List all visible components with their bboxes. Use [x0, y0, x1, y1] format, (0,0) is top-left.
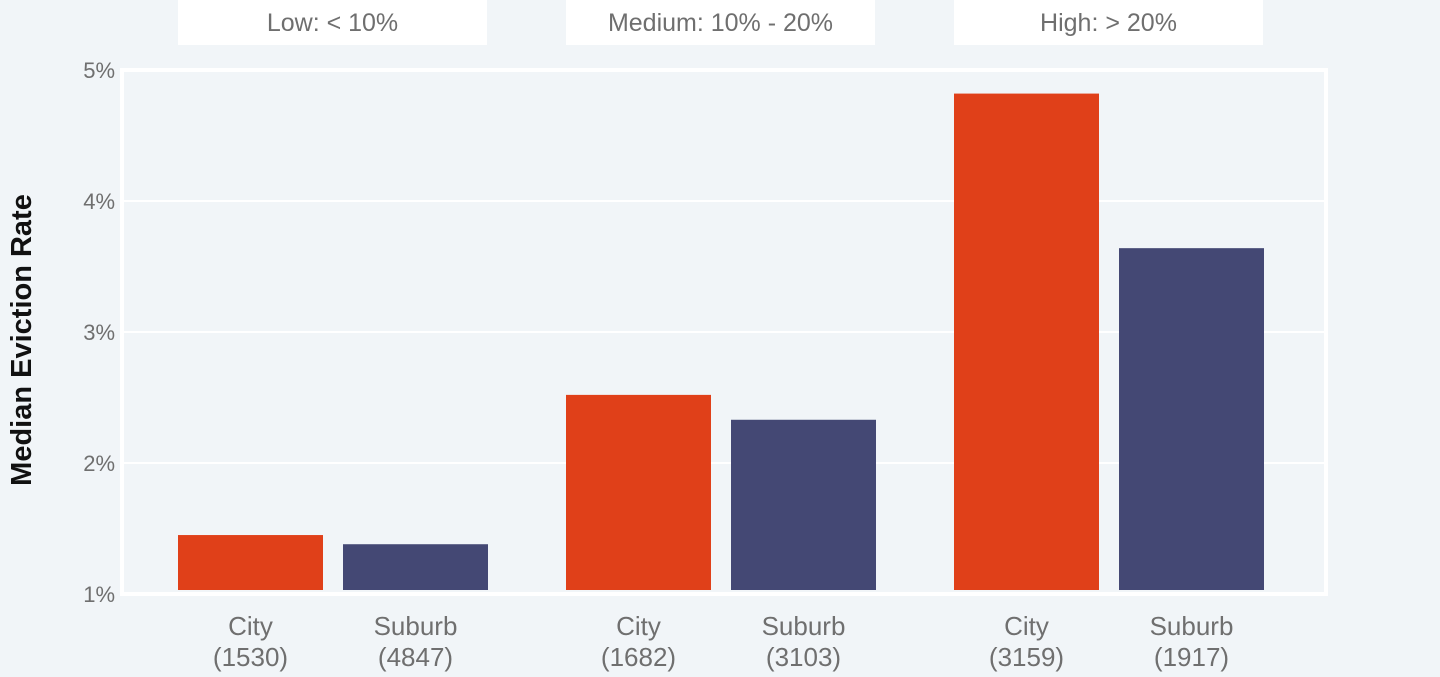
- bar-city: [954, 93, 1099, 590]
- category-label: Suburb: [1150, 611, 1234, 641]
- y-tick-label: 5%: [83, 58, 115, 83]
- category-count: (1530): [213, 642, 288, 672]
- y-tick-label: 3%: [83, 320, 115, 345]
- category-count: (3159): [989, 642, 1064, 672]
- category-label: Suburb: [374, 611, 458, 641]
- bar-city: [178, 535, 323, 590]
- group-header-box: [566, 0, 875, 45]
- category-count: (3103): [766, 642, 841, 672]
- group-header-label: Low: < 10%: [267, 9, 398, 37]
- y-axis-label: Median Eviction Rate: [6, 194, 38, 486]
- bar-suburb: [1119, 248, 1264, 590]
- y-tick-label: 2%: [83, 451, 115, 476]
- y-tick-label: 4%: [83, 189, 115, 214]
- category-label: City: [228, 611, 273, 641]
- category-count: (1682): [601, 642, 676, 672]
- category-count: (4847): [378, 642, 453, 672]
- group-header-box: [954, 0, 1263, 45]
- category-count: (1917): [1154, 642, 1229, 672]
- group-header-label: Medium: 10% - 20%: [608, 9, 833, 37]
- bar-city: [566, 394, 711, 590]
- group-header-label: High: > 20%: [1040, 9, 1177, 37]
- bar-suburb: [343, 544, 488, 590]
- group-header-box: [178, 0, 487, 45]
- category-label: City: [1004, 611, 1049, 641]
- bar-suburb: [731, 419, 876, 590]
- category-label: Suburb: [762, 611, 846, 641]
- category-label: City: [616, 611, 661, 641]
- y-tick-label: 1%: [83, 582, 115, 607]
